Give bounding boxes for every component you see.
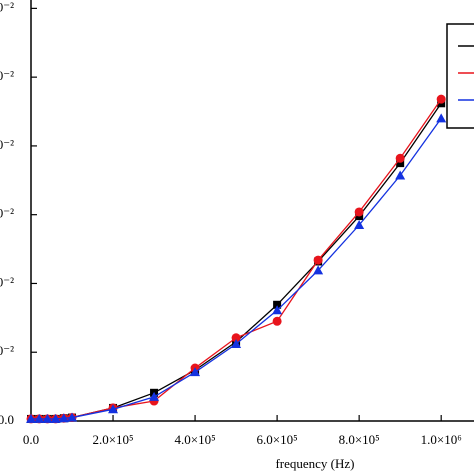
series-line xyxy=(31,102,442,420)
marker xyxy=(190,367,201,377)
marker xyxy=(149,391,160,401)
marker xyxy=(395,153,405,163)
x-tick-label: 1.0×10⁶ xyxy=(421,432,462,447)
marker xyxy=(231,333,241,343)
marker xyxy=(42,413,53,423)
marker xyxy=(272,305,283,315)
marker xyxy=(231,338,242,348)
x-tick-label: 8.0×10⁵ xyxy=(339,432,380,447)
marker xyxy=(354,220,365,230)
marker xyxy=(67,412,78,422)
x-tick-label: 6.0×10⁵ xyxy=(257,432,298,447)
x-tick-label: 4.0×10⁵ xyxy=(175,432,216,447)
x-axis-label: frequency (Hz) xyxy=(275,456,354,471)
plot-frame xyxy=(30,0,474,422)
marker xyxy=(395,170,406,180)
marker xyxy=(108,404,119,414)
marker xyxy=(34,413,45,423)
y-tick-label: 5.0×10⁻² xyxy=(0,68,14,83)
y-tick-label: 6.0×10⁻² xyxy=(0,0,14,14)
marker xyxy=(50,413,61,423)
marker xyxy=(313,265,324,275)
legend-box xyxy=(446,23,474,129)
y-tick-label: 4.0×10⁻² xyxy=(0,137,14,152)
marker xyxy=(313,255,323,265)
marker xyxy=(436,113,447,123)
x-tick-label: 2.0×10⁵ xyxy=(92,432,133,447)
marker xyxy=(273,300,282,309)
marker xyxy=(396,159,405,168)
x-tick-label: 0.0 xyxy=(23,432,39,447)
marker xyxy=(58,413,69,423)
y-tick-label: 0.0 xyxy=(0,412,14,427)
marker xyxy=(26,413,36,423)
marker xyxy=(272,316,282,326)
marker xyxy=(354,207,364,217)
marker xyxy=(436,94,446,104)
y-tick-label: 1.0×10⁻² xyxy=(0,343,14,358)
series-line xyxy=(31,118,442,420)
series-line xyxy=(31,98,442,420)
y-tick-label: 2.0×10⁻² xyxy=(0,274,14,289)
y-tick-label: 3.0×10⁻² xyxy=(0,206,14,221)
